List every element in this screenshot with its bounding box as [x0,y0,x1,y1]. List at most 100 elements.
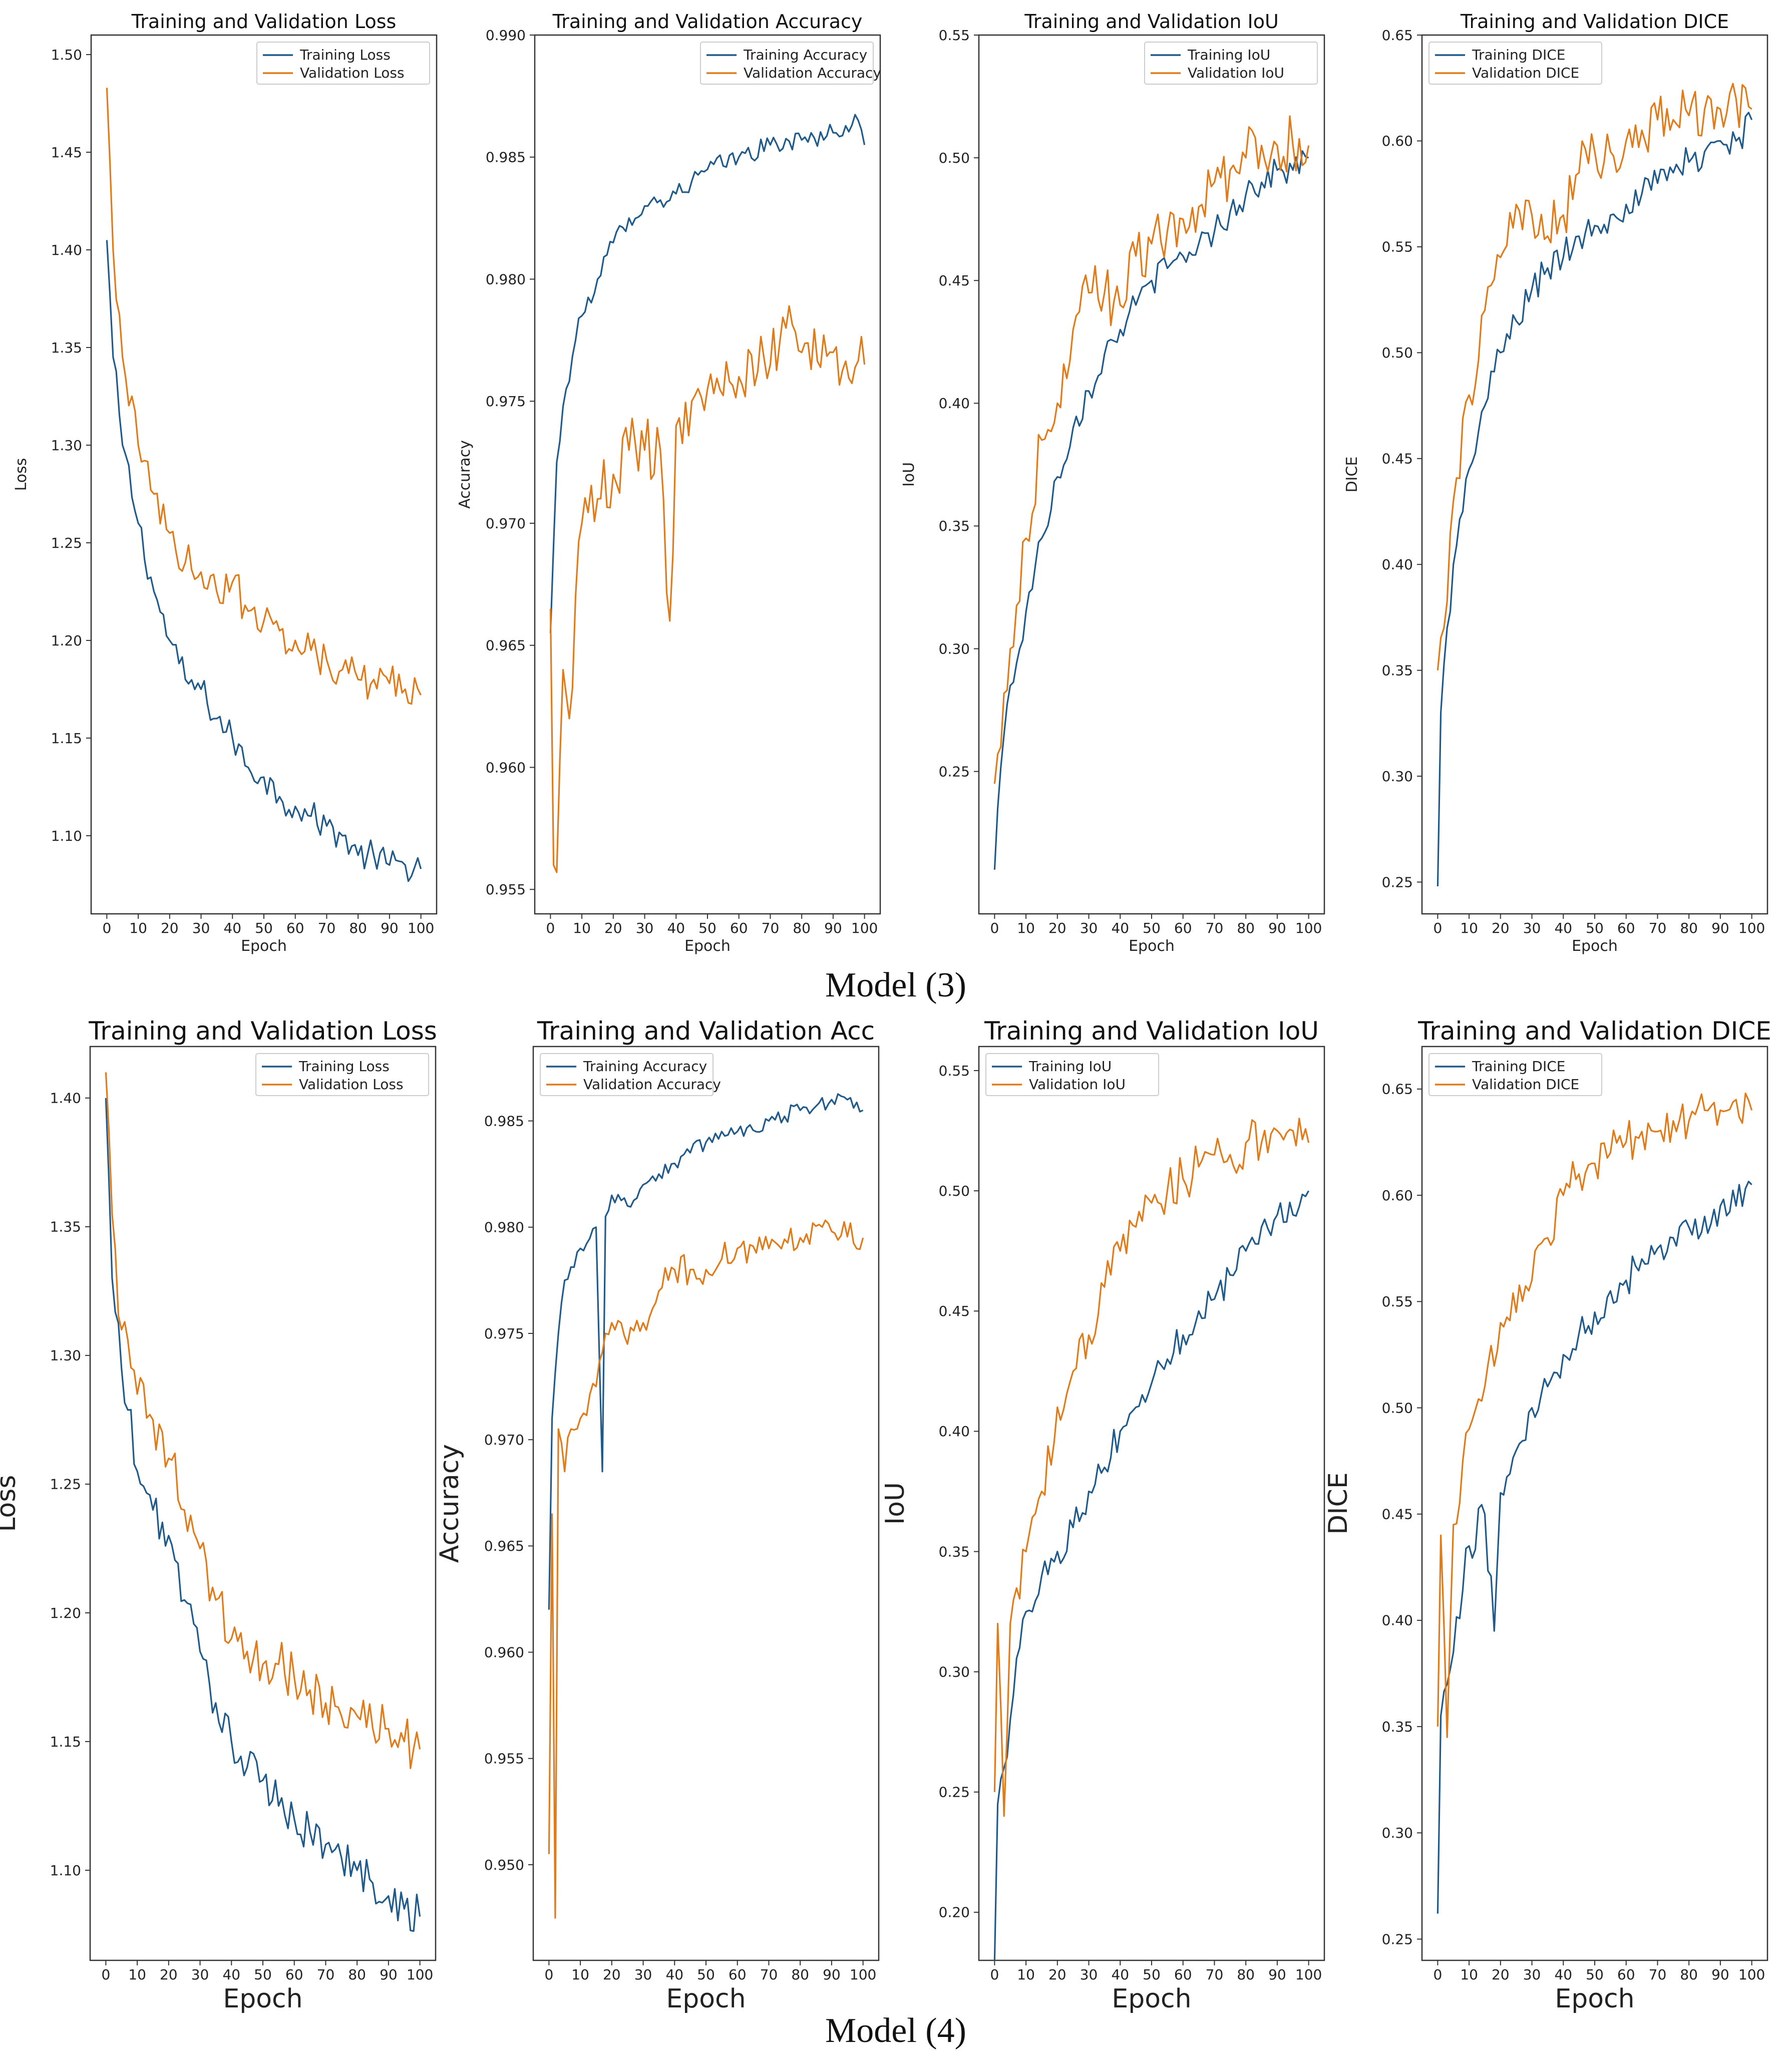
legend-label-validation-iou: Validation IoU [1029,1076,1126,1093]
chart-panel-6: Training and Validation Acc 0 10 20 30 40 50 60… [435,1016,880,2014]
y-tick-label: 1.25 [51,535,82,551]
x-tick-label: 60 [730,920,748,936]
x-axis-label: Epoch [1112,1984,1191,2014]
x-tick-label: 40 [1554,1966,1572,1983]
y-tick-label: 0.30 [939,640,970,657]
y-tick-label: 1.50 [51,47,82,63]
legend-box [1428,1053,1602,1096]
legend-label-validation-loss: Validation Loss [300,65,405,81]
x-tick-label: 80 [349,920,367,936]
x-tick-label: 0 [101,1966,110,1983]
x-tick-label: 30 [192,920,210,936]
x-axis-label: Epoch [223,1984,302,2014]
y-tick-label: 0.980 [486,271,526,287]
y-tick-label: 0.50 [1382,345,1413,361]
x-tick-label: 30 [191,1966,209,1983]
y-tick-label: 0.970 [486,515,526,532]
legend-box [700,42,874,85]
y-tick-label: 1.10 [50,1862,81,1879]
chart-title: Training and Validation Acc [537,1016,875,1046]
x-tick-label: 10 [1460,1966,1478,1983]
legend-box [985,1053,1159,1096]
legend-label-validation-dice: Validation DICE [1472,1076,1579,1093]
x-tick-label: 40 [223,920,241,936]
y-tick-label: 1.30 [51,437,82,454]
x-tick-label: 70 [1649,920,1667,936]
x-tick-label: 50 [1143,920,1161,936]
chart-panel-7: Training and Validation IoU 0 10 20 30 40 50 60… [880,1016,1325,2014]
x-tick-label: 0 [1433,920,1442,936]
y-tick-label: 0.965 [484,1538,524,1554]
x-tick-label: 50 [698,920,716,936]
legend-label-training-accuracy: Training Accuracy [743,47,867,63]
legend-label-training-loss: Training Loss [299,47,391,63]
x-tick-label: 0 [990,920,999,936]
y-tick-label: 0.965 [486,637,526,654]
y-tick-label: 0.975 [486,393,526,410]
x-tick-label: 80 [791,1966,809,1983]
legend: Training Loss Validation Loss [256,42,430,85]
chart-panel-3: Training and Validation IoU 0 10 20 30 40 50 60… [900,11,1325,955]
x-tick-label: 80 [793,920,811,936]
legend-label-training-loss: Training Loss [298,1058,390,1075]
x-tick-label: 70 [1206,920,1224,936]
y-tick-label: 0.40 [1382,1612,1413,1629]
y-tick-label: 0.55 [939,1063,970,1079]
x-tick-label: 10 [571,1966,589,1983]
y-tick-label: 0.60 [1382,1187,1413,1204]
y-tick-label: 0.25 [1382,1931,1413,1947]
x-tick-label: 90 [1268,1966,1286,1983]
x-tick-label: 30 [1080,920,1098,936]
x-tick-label: 100 [1295,1966,1322,1983]
x-tick-label: 30 [634,1966,652,1983]
x-tick-label: 20 [1048,920,1066,936]
x-tick-label: 60 [286,920,304,936]
x-tick-label: 10 [1017,920,1035,936]
x-tick-label: 30 [1523,1966,1541,1983]
chart-panel-8: Training and Validation DICE 0 10 20 30 40 50 6… [1323,1016,1771,2014]
x-tick-label: 70 [1649,1966,1667,1983]
chart-title: Training and Validation IoU [984,1016,1319,1046]
legend-label-validation-accuracy: Validation Accuracy [744,65,881,81]
x-axis-label: Epoch [1555,1984,1634,2014]
y-tick-label: 0.970 [484,1432,524,1448]
x-tick-label: 40 [1111,920,1129,936]
series-line-training-dice [1437,1181,1752,1914]
x-tick-label: 20 [603,1966,621,1983]
y-tick-label: 1.40 [51,242,82,258]
y-tick-label: 0.50 [939,1183,970,1199]
y-tick-label: 0.980 [484,1219,524,1236]
y-tick-label: 0.955 [484,1751,524,1767]
y-tick-label: 0.40 [939,1423,970,1440]
y-tick-label: 0.55 [939,27,970,44]
y-tick-label: 0.45 [939,272,970,289]
y-tick-label: 0.50 [939,150,970,166]
y-tick-label: 0.65 [1382,27,1413,44]
series-line-validation-dice [1437,83,1752,670]
y-tick-label: 0.955 [486,881,526,898]
x-tick-label: 20 [604,920,622,936]
x-tick-label: 90 [823,1966,841,1983]
y-tick-label: 0.25 [939,1784,970,1801]
x-tick-label: 20 [1492,920,1510,936]
x-tick-label: 10 [573,920,591,936]
legend: Training Accuracy Validation Accuracy [700,42,881,85]
y-tick-label: 0.990 [486,27,526,44]
x-tick-label: 30 [1523,920,1541,936]
x-tick-label: 0 [546,920,555,936]
y-tick-label: 1.35 [51,339,82,356]
legend-label-training-iou: Training IoU [1028,1058,1112,1075]
y-tick-label: 0.50 [1382,1400,1413,1416]
y-axis-label: Accuracy [435,1444,465,1563]
x-tick-label: 70 [760,1966,778,1983]
y-tick-label: 1.20 [51,632,82,649]
y-tick-label: 0.985 [484,1113,524,1129]
x-tick-label: 80 [348,1966,366,1983]
x-tick-label: 60 [1617,1966,1635,1983]
chart-title: Training and Validation Loss [88,1016,437,1046]
legend-label-validation-dice: Validation DICE [1472,65,1579,81]
legend-box [255,1053,429,1096]
